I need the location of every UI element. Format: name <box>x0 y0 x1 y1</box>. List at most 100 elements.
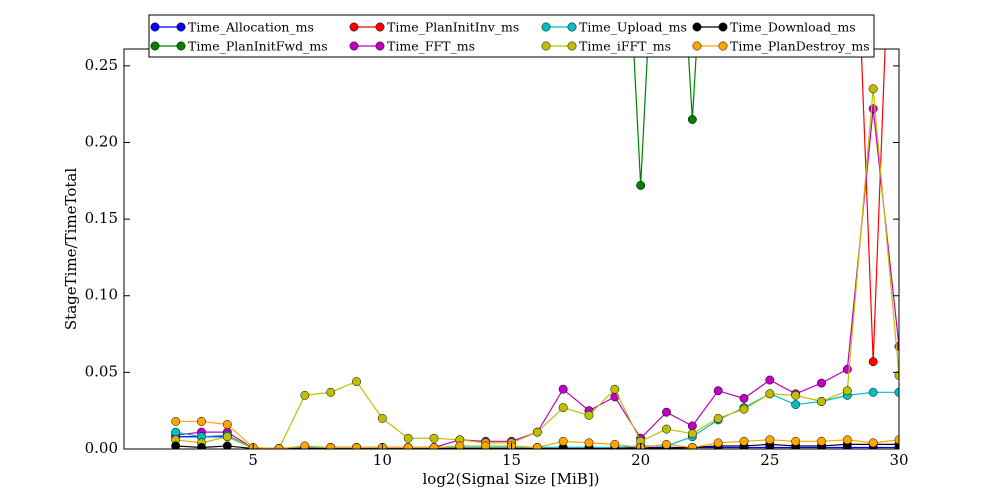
legend-label: Time_PlanDestroy_ms <box>730 39 870 54</box>
x-tick-label: 5 <box>248 451 258 469</box>
legend-marker <box>692 41 702 51</box>
data-point <box>868 84 878 94</box>
legend-label: Time_Allocation_ms <box>188 20 314 35</box>
data-point <box>713 413 723 423</box>
data-point <box>687 443 697 449</box>
data-point <box>326 443 336 449</box>
data-point <box>765 435 775 445</box>
data-point <box>817 397 826 406</box>
data-point <box>687 115 697 124</box>
data-point <box>791 400 801 410</box>
y-tick-label: 0.00 <box>85 439 118 457</box>
data-point <box>817 378 826 388</box>
data-point <box>791 436 801 446</box>
legend-label: Time_PlanInitFwd_ms <box>188 39 328 54</box>
data-point <box>377 413 387 423</box>
data-point <box>868 357 878 367</box>
x-axis-label: log2(Signal Size [MiB]) <box>422 470 599 488</box>
data-point <box>222 441 232 449</box>
legend-marker <box>692 22 702 32</box>
y-tick-label: 0.15 <box>85 209 118 227</box>
legend-label: Time_FFT_ms <box>387 39 475 54</box>
data-point <box>713 438 723 448</box>
data-point <box>532 443 542 449</box>
data-point <box>739 404 749 414</box>
data-point <box>300 441 310 449</box>
legend-label: Time_Download_ms <box>730 20 856 35</box>
data-point <box>171 427 181 437</box>
legend-marker <box>176 22 186 32</box>
legend-box <box>148 14 875 58</box>
data-point <box>868 387 878 397</box>
legend-marker <box>718 41 728 51</box>
data-point <box>662 439 671 449</box>
y-tick-label: 0.05 <box>85 362 118 380</box>
x-tick-label: 15 <box>502 451 521 469</box>
data-point <box>222 432 232 442</box>
legend-marker <box>541 41 551 51</box>
data-point <box>481 441 491 449</box>
plot-layer <box>171 49 899 449</box>
legend-marker <box>375 41 385 51</box>
data-point <box>455 441 465 449</box>
x-tick-label: 30 <box>889 451 908 469</box>
data-point <box>610 439 620 449</box>
y-tick-label: 0.20 <box>85 132 118 150</box>
data-point <box>558 384 568 394</box>
data-point <box>636 180 646 190</box>
data-point <box>868 438 878 448</box>
data-point <box>326 387 336 397</box>
legend-marker <box>176 41 186 51</box>
data-point <box>558 436 568 446</box>
data-point <box>429 443 439 449</box>
legend: Time_Allocation_ms Time_PlanInitFwd_ms Tim… <box>148 14 875 58</box>
data-point <box>713 386 723 396</box>
legend-marker <box>541 22 551 32</box>
data-point <box>584 438 594 448</box>
legend-marker <box>349 22 359 32</box>
y-tick-label: 0.10 <box>85 286 118 304</box>
data-point <box>842 435 852 445</box>
y-tick-label: 0.25 <box>85 56 118 74</box>
legend-marker <box>150 41 160 51</box>
data-point <box>817 436 826 446</box>
data-point <box>662 424 671 434</box>
data-point <box>300 390 310 400</box>
data-point <box>352 443 361 449</box>
legend-label: Time_iFFT_ms <box>579 39 671 54</box>
legend-marker <box>375 22 385 32</box>
x-tick-label: 25 <box>760 451 779 469</box>
data-point <box>403 433 413 443</box>
data-point <box>532 427 542 437</box>
data-point <box>610 384 620 394</box>
plot-area <box>124 49 899 449</box>
data-point <box>765 375 775 385</box>
data-point <box>868 104 878 114</box>
legend-label: Time_PlanInitInv_ms <box>387 20 519 35</box>
legend-marker <box>150 22 160 32</box>
legend-label: Time_Upload_ms <box>579 20 687 35</box>
y-axis-label: StageTime/TimeTotal <box>62 168 80 330</box>
legend-marker <box>567 22 577 32</box>
data-point <box>739 393 749 403</box>
data-point <box>662 407 671 417</box>
data-point <box>558 403 568 413</box>
legend-marker <box>349 41 359 51</box>
legend-marker <box>718 22 728 32</box>
x-tick-label: 10 <box>373 451 392 469</box>
data-point <box>429 433 439 443</box>
data-point <box>687 429 697 439</box>
data-point <box>739 436 749 446</box>
data-point <box>222 420 232 429</box>
data-point <box>842 386 852 396</box>
legend-marker <box>567 41 577 51</box>
data-point <box>197 416 206 426</box>
data-point <box>584 410 594 420</box>
data-point <box>197 443 206 449</box>
data-point <box>687 421 697 431</box>
data-point <box>171 416 181 426</box>
x-tick-label: 20 <box>631 451 650 469</box>
data-point <box>171 441 181 449</box>
data-point <box>842 364 852 374</box>
